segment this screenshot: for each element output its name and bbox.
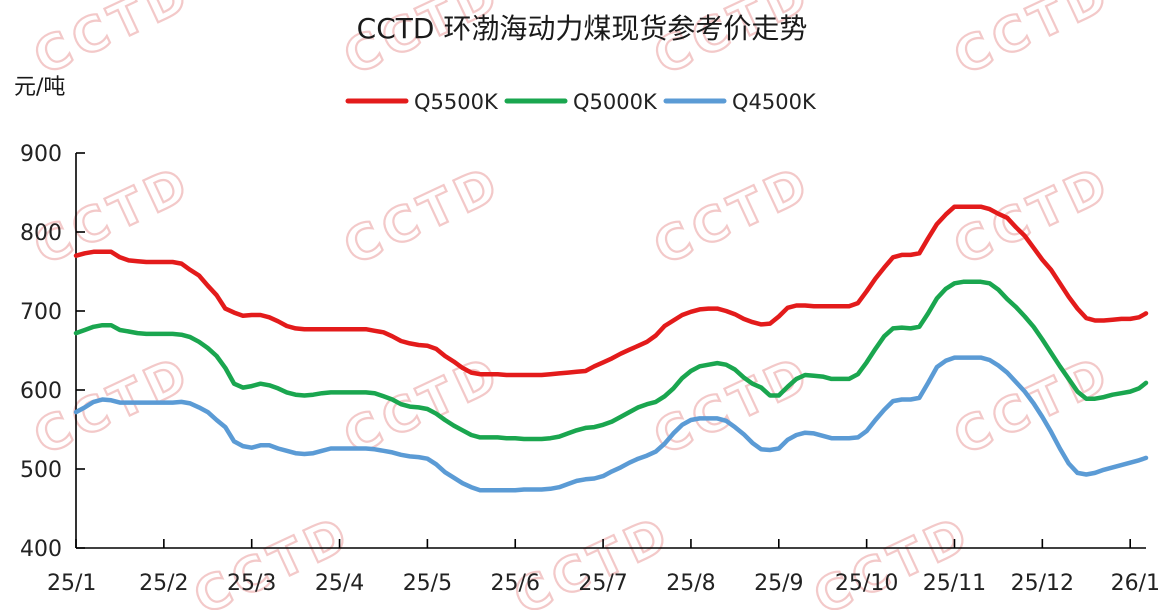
y-tick-label: 600 <box>20 379 62 404</box>
y-tick-label: 900 <box>20 142 62 167</box>
watermark-text: CCTD <box>26 345 201 466</box>
x-tick-label: 26/1 <box>1111 571 1160 596</box>
y-axis: 400 500 600 700 800 900 <box>20 142 85 562</box>
x-tick-label: 25/4 <box>315 571 364 596</box>
legend-label-q4500k: Q4500K <box>732 90 817 114</box>
x-tick-label: 25/5 <box>403 571 452 596</box>
watermark-text: CCTD <box>26 0 201 86</box>
x-tick-label: 25/6 <box>491 571 540 596</box>
x-tick-label: 25/9 <box>754 571 803 596</box>
series-line-q5000k <box>73 279 1149 442</box>
legend-label-q5000k: Q5000K <box>573 90 658 114</box>
plot-area <box>73 204 1149 493</box>
y-tick-label: 800 <box>20 221 62 246</box>
y-tick-label: 500 <box>20 458 62 483</box>
x-tick-label: 25/1 <box>47 571 96 596</box>
x-tick-label: 25/2 <box>139 571 188 596</box>
series-line-q4500k <box>73 355 1149 493</box>
x-tick-label: 25/7 <box>578 571 627 596</box>
x-tick-label: 25/12 <box>1011 571 1074 596</box>
watermark-text: CCTD <box>26 155 201 276</box>
x-tick-label: 25/11 <box>923 571 986 596</box>
x-tick-label: 25/3 <box>227 571 276 596</box>
legend-label-q5500k: Q5500K <box>414 90 499 114</box>
legend: Q5500K Q5000K Q4500K <box>345 90 817 114</box>
watermark-text: CCTD <box>336 155 511 276</box>
series-line-q5500k <box>73 204 1149 378</box>
watermark-text: CCTD <box>946 0 1121 86</box>
y-axis-unit-label: 元/吨 <box>14 75 65 100</box>
watermark-text: CCTD <box>646 345 821 466</box>
y-tick-label: 400 <box>20 537 62 562</box>
watermark-text: CCTD <box>646 155 821 276</box>
chart-title: CCTD 环渤海动力煤现货参考价走势 <box>357 12 808 45</box>
x-tick-label: 25/8 <box>666 571 715 596</box>
x-tick-label: 25/10 <box>835 571 898 596</box>
y-tick-label: 700 <box>20 300 62 325</box>
watermark-text: CCTD <box>946 155 1121 276</box>
x-axis: 25/1 25/2 25/3 25/4 25/5 25/6 25/7 25/8 25/9 25/1… <box>47 539 1160 596</box>
